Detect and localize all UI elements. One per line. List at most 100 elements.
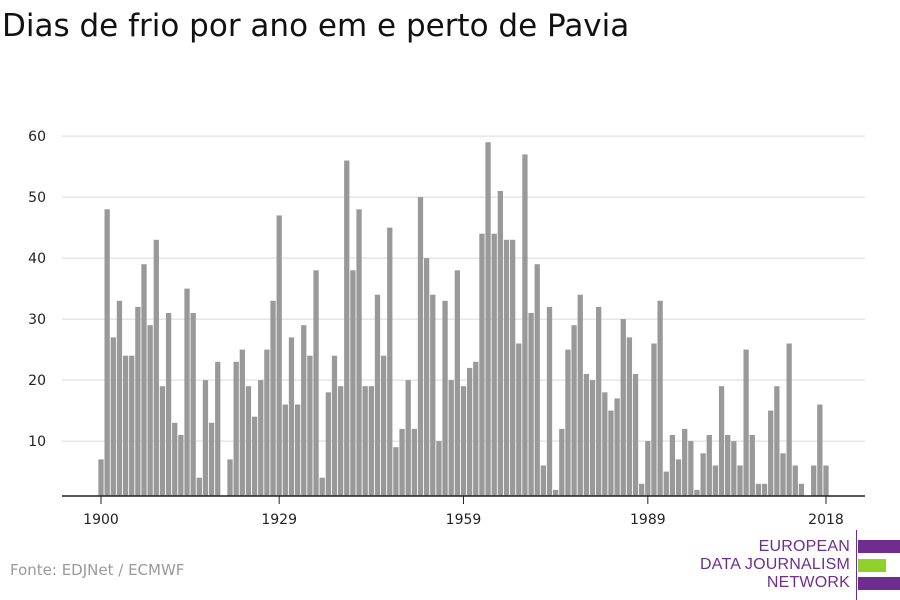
bar (325, 392, 331, 496)
y-tick-label: 60 (28, 129, 46, 145)
bar (362, 386, 368, 496)
edjnet-logo[interactable]: EUROPEAN DATA JOURNALISM NETWORK (700, 530, 900, 600)
bar (780, 453, 786, 496)
bar (356, 209, 362, 497)
y-tick-label: 20 (28, 373, 46, 389)
bar (823, 465, 829, 496)
bar (454, 270, 460, 496)
bar (331, 355, 338, 496)
bar (251, 416, 258, 496)
bar (645, 441, 651, 496)
bar (768, 410, 774, 496)
bar (208, 422, 215, 496)
bar (319, 477, 325, 496)
bar (350, 270, 356, 496)
bar (387, 227, 393, 496)
bar (374, 294, 381, 496)
bar (503, 239, 510, 497)
bar (528, 313, 534, 496)
bar (129, 355, 135, 496)
bar (141, 264, 147, 496)
bar (688, 441, 694, 496)
bar (792, 465, 798, 496)
bar (473, 361, 479, 496)
bar (559, 428, 565, 496)
bar (565, 349, 571, 496)
bar (178, 435, 184, 496)
bar (307, 355, 313, 496)
bar (368, 386, 374, 496)
bar (190, 313, 196, 496)
bar (98, 459, 104, 496)
bar (442, 300, 448, 496)
bar (165, 313, 172, 496)
bar (430, 294, 436, 496)
bar (423, 258, 430, 496)
bar (104, 209, 110, 497)
bar (405, 380, 411, 496)
bar (663, 471, 669, 496)
logo-line-1: EUROPEAN (758, 538, 850, 555)
bar (786, 343, 792, 496)
y-tick-label: 40 (28, 251, 46, 267)
bar (264, 349, 270, 496)
y-tick-label: 30 (28, 312, 46, 328)
y-tick-label: 50 (28, 190, 46, 206)
logo-bar-top (858, 540, 900, 553)
bar (288, 337, 295, 496)
bar (608, 410, 614, 496)
bar (620, 319, 626, 496)
bar (215, 361, 221, 496)
y-tick-label: 10 (28, 434, 46, 450)
bar (694, 489, 700, 496)
bar (153, 239, 159, 497)
bar (743, 349, 749, 496)
bar (682, 428, 688, 496)
bar (147, 325, 153, 496)
bar (596, 306, 602, 496)
bar (337, 386, 344, 496)
x-axis-labels: 1900 1929 1959 1989 2018 (83, 512, 844, 528)
logo-line-3: NETWORK (766, 574, 850, 591)
bar (227, 459, 233, 496)
bar (491, 233, 497, 496)
x-tick-label: 1900 (83, 512, 119, 528)
bar (116, 300, 123, 496)
bar (448, 380, 454, 496)
bar (577, 294, 583, 496)
bar (651, 343, 657, 496)
bar (135, 306, 141, 496)
y-axis-labels: 10 20 30 40 50 60 (28, 129, 46, 450)
bar (122, 355, 129, 496)
bar (184, 288, 190, 496)
bar (589, 380, 596, 496)
bar (737, 465, 743, 496)
bar (817, 404, 823, 496)
bar (436, 441, 442, 496)
x-tick-label: 1929 (261, 512, 297, 528)
bar (534, 264, 540, 496)
bar (639, 483, 645, 496)
bar (749, 435, 755, 496)
bar (632, 374, 639, 496)
chart-title: Dias de frio por ano em e perto de Pavia (2, 8, 630, 44)
bar (811, 465, 817, 496)
bar (479, 233, 485, 496)
bar (725, 435, 731, 496)
bar (583, 374, 590, 496)
bar (196, 477, 202, 496)
bar (393, 447, 399, 496)
logo-bar-middle (858, 559, 886, 572)
bar (301, 325, 307, 496)
logo-divider (856, 530, 857, 600)
bar (497, 191, 504, 496)
bar (110, 337, 116, 496)
bar (294, 404, 301, 496)
bar (258, 380, 264, 496)
bar (522, 154, 528, 496)
bar (344, 160, 350, 496)
bar (706, 435, 712, 496)
bar (159, 386, 166, 496)
bar (460, 386, 467, 496)
